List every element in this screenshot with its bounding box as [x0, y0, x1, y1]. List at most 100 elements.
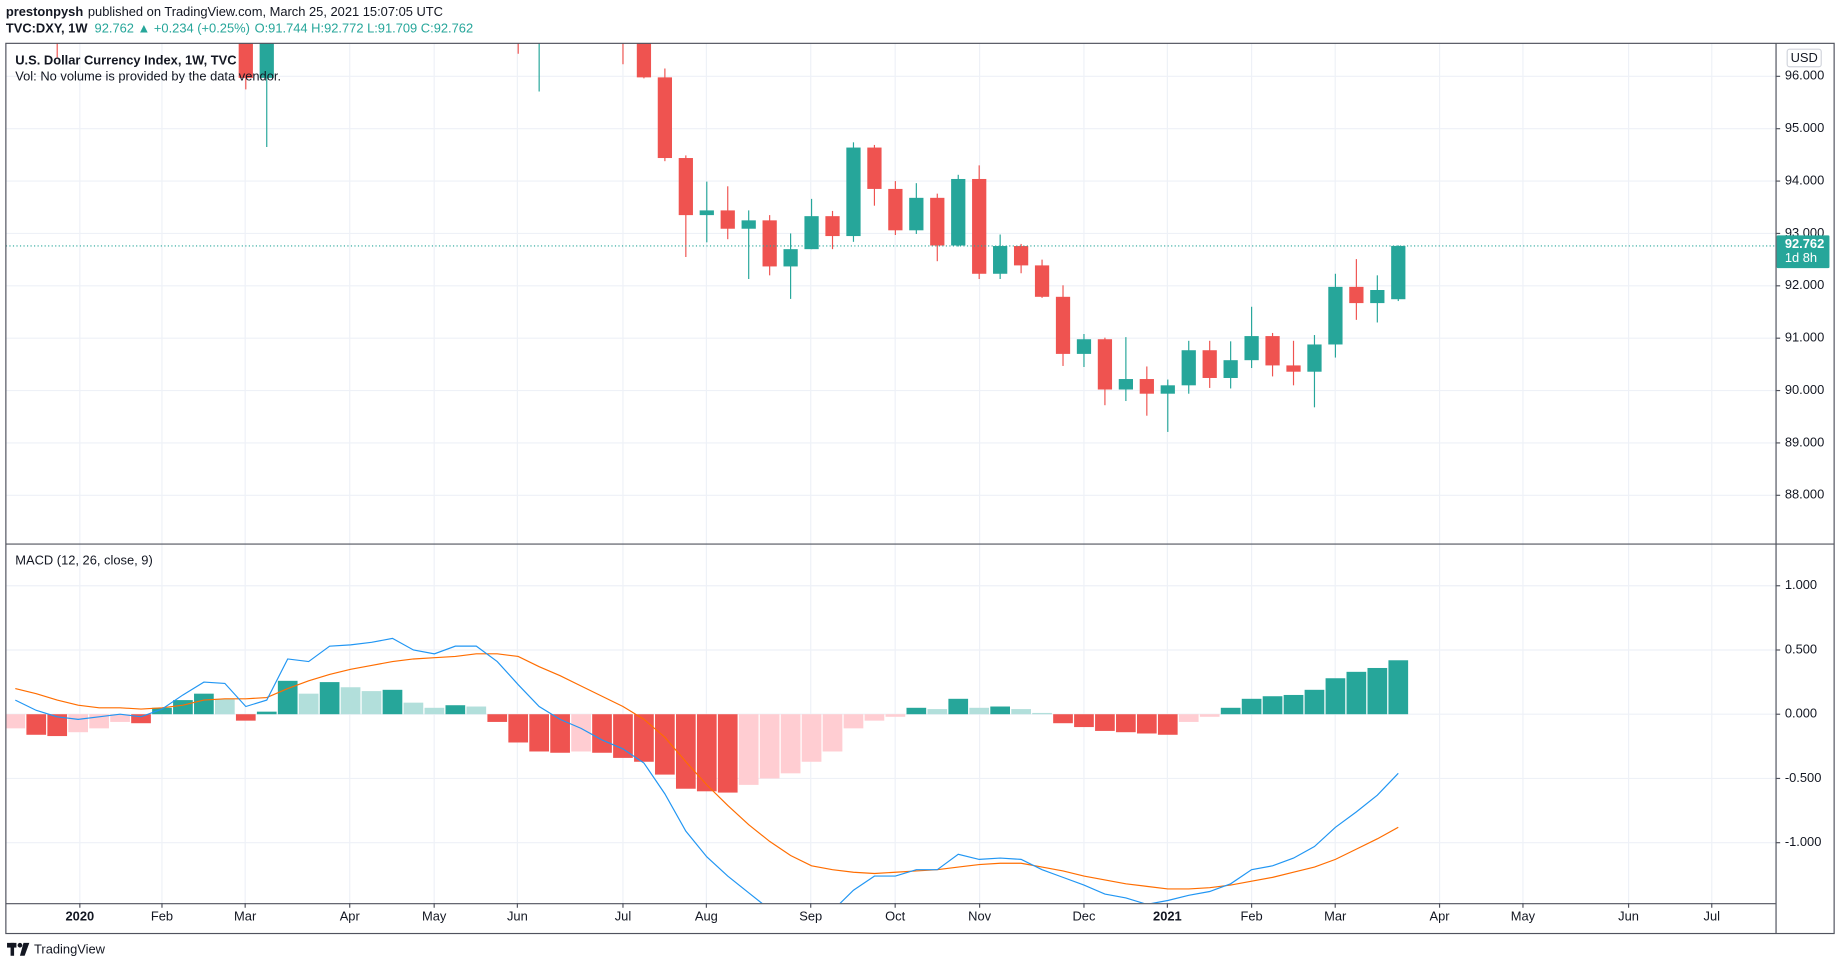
candle-body: [888, 188, 903, 231]
histogram-bar: [68, 714, 89, 733]
histogram-bar: [173, 700, 193, 715]
histogram-bar: [382, 689, 403, 715]
histogram-bar: [508, 714, 529, 743]
histogram-bar: [822, 714, 843, 752]
histogram-bar: [969, 707, 990, 715]
histogram-bar: [1367, 667, 1388, 715]
symbol-line: TVC:DXY, 1W 92.762 ▲ +0.234 (+0.25%) O:91.…: [6, 21, 473, 36]
histogram-bar: [864, 714, 885, 721]
x-tick-label: Jun: [1618, 909, 1639, 924]
histogram-bar: [738, 714, 759, 785]
y-tick-label: 91.000: [1785, 330, 1824, 345]
histogram-bar: [927, 709, 948, 715]
histogram-bar: [1116, 714, 1136, 733]
histogram-bar: [1032, 712, 1052, 715]
currency: USD: [1791, 50, 1818, 65]
candle-body: [1097, 339, 1113, 390]
histogram-bar: [675, 714, 696, 789]
logo-part: [10, 942, 15, 956]
candle-body: [1265, 336, 1280, 366]
header-line: prestonpysh published on TradingView.com,…: [6, 4, 443, 19]
candle-body: [1202, 350, 1217, 378]
histogram-bar: [1095, 714, 1115, 731]
candle-body: [1139, 379, 1154, 394]
histogram-bar: [5, 714, 26, 729]
histogram-bar: [131, 714, 151, 724]
candle-body: [1244, 336, 1259, 361]
candle-body: [909, 197, 924, 231]
y-tick-label: 92.000: [1785, 277, 1824, 292]
histogram-bar: [487, 714, 508, 722]
histogram-bar: [843, 714, 864, 729]
histogram-bar: [592, 714, 612, 753]
candle-body: [846, 147, 861, 237]
histogram-bar: [256, 711, 277, 715]
histogram-bar: [1283, 694, 1304, 715]
histogram-bar: [1241, 698, 1262, 715]
candle-body: [1307, 344, 1322, 372]
volume-note: Vol: No volume is provided by the data v…: [15, 69, 281, 84]
candle-body: [1370, 290, 1385, 304]
histogram-bar: [906, 707, 927, 715]
axis-layer: 88.00089.00090.00091.00092.00093.00094.0…: [65, 68, 1830, 924]
histogram-bar: [1157, 714, 1178, 735]
candle-body: [1223, 360, 1238, 378]
histogram-bar: [550, 714, 570, 753]
y-tick-label: 0.500: [1785, 641, 1817, 656]
published: published on TradingView.com, March 25, …: [88, 4, 443, 19]
quote: 92.762 ▲ +0.234 (+0.25%): [95, 21, 250, 36]
histogram-bar: [780, 714, 801, 774]
histogram-bar: [110, 714, 130, 722]
candle-body: [741, 220, 756, 229]
x-tick-label: 2021: [1153, 909, 1182, 924]
histogram-bar: [1388, 660, 1409, 715]
y-tick-label: 88.000: [1785, 487, 1824, 502]
histogram-bar: [696, 714, 717, 792]
histogram-bar: [1346, 671, 1367, 715]
histogram-bar: [298, 693, 319, 715]
histogram-bar: [340, 687, 361, 715]
y-tick-label: -1.000: [1785, 834, 1822, 849]
histogram-bar: [613, 714, 633, 758]
histogram-bar: [717, 714, 738, 793]
candle-body: [1328, 286, 1343, 345]
y-tick-label: 0.000: [1785, 706, 1817, 721]
histogram-bar: [1199, 714, 1220, 717]
last-price-box: [1776, 235, 1830, 269]
histogram-bar: [1325, 678, 1346, 715]
histogram-bar: [948, 698, 969, 715]
brand-logo: [7, 942, 30, 956]
x-tick-label: Aug: [695, 909, 718, 924]
histogram-bar: [634, 714, 654, 762]
histogram-bar: [571, 714, 591, 752]
x-tick-label: Jun: [507, 909, 528, 924]
y-tick-label: 1.000: [1785, 577, 1817, 592]
histogram-bar: [885, 714, 906, 717]
candle-body: [1391, 245, 1406, 300]
candle-body: [867, 147, 882, 189]
candle-body: [1118, 379, 1133, 390]
x-tick-label: May: [1511, 909, 1536, 924]
histogram-bar: [1136, 714, 1157, 734]
ohlc: O:91.744 H:92.772 L:91.709 C:92.762: [255, 21, 474, 36]
y-tick-label: 96.000: [1785, 68, 1824, 83]
y-tick-label: 89.000: [1785, 434, 1824, 449]
histogram-bar: [235, 714, 256, 721]
histogram-bar: [1053, 714, 1073, 724]
candle-body: [1034, 265, 1050, 297]
histogram-bar: [47, 714, 68, 737]
histogram-bar: [529, 714, 550, 752]
x-tick-label: Feb: [151, 909, 173, 924]
histogram-bar: [319, 682, 340, 715]
price-pane: [5, 43, 1776, 432]
x-tick-label: Nov: [968, 909, 991, 924]
candle-body: [1181, 350, 1196, 386]
x-tick-label: Dec: [1073, 909, 1096, 924]
author: prestonpysh: [6, 4, 83, 19]
y-tick-label: 90.000: [1785, 382, 1824, 397]
histogram-bar: [1220, 707, 1241, 715]
x-tick-label: Sep: [799, 909, 822, 924]
